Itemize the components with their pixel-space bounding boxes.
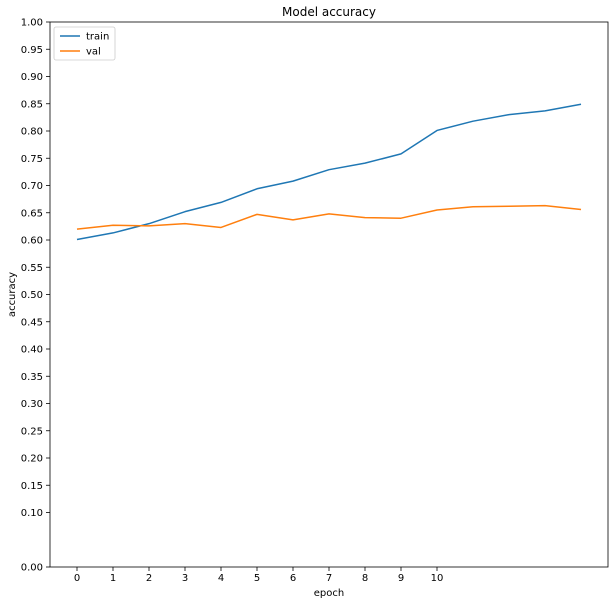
x-tick-label: 1 <box>110 573 116 584</box>
y-tick-label: 0.30 <box>21 399 43 410</box>
y-tick-label: 0.85 <box>21 99 43 110</box>
y-tick-label: 0.20 <box>21 454 43 465</box>
y-axis: 0.00 0.10 0.15 0.20 0.25 0.30 0.35 0.40 0.45 0.50… <box>21 18 50 574</box>
y-tick-label: 0.40 <box>21 345 43 356</box>
chart-title: Model accuracy <box>282 5 376 19</box>
y-tick-label: 0.65 <box>21 208 43 219</box>
x-tick-label: 8 <box>362 573 368 584</box>
y-tick-label: 0.95 <box>21 45 43 56</box>
y-tick-label: 0.50 <box>21 290 43 301</box>
y-tick-label: 0.00 <box>21 563 43 574</box>
y-tick-label: 1.00 <box>21 18 43 29</box>
y-tick-label: 0.75 <box>21 154 43 165</box>
y-tick-label: 0.90 <box>21 72 43 83</box>
x-axis: 0 1 2 3 4 5 6 7 8 9 10 <box>74 567 444 584</box>
series-line-val <box>76 204 582 230</box>
y-tick-label: 0.70 <box>21 181 43 192</box>
x-tick-label: 2 <box>146 573 152 584</box>
y-tick-label: 0.10 <box>21 508 43 519</box>
y-axis-title: accuracy <box>7 272 18 317</box>
x-tick-label: 0 <box>74 573 80 584</box>
y-tick-label: 0.55 <box>21 263 43 274</box>
x-tick-label: 5 <box>254 573 260 584</box>
y-tick-label: 0.15 <box>21 481 43 492</box>
x-tick-label: 4 <box>218 573 224 584</box>
x-tick-label: 6 <box>290 573 296 584</box>
x-tick-label: 10 <box>431 573 444 584</box>
legend-label-val: val <box>86 47 101 58</box>
legend: train val <box>53 26 116 61</box>
x-tick-label: 9 <box>398 573 404 584</box>
y-tick-label: 0.45 <box>21 317 43 328</box>
series-layer <box>76 103 582 241</box>
y-tick-label: 0.25 <box>21 426 43 437</box>
x-tick-label: 7 <box>326 573 332 584</box>
x-axis-title: epoch <box>314 588 344 599</box>
y-tick-label: 0.80 <box>21 127 43 138</box>
x-tick-label: 3 <box>182 573 188 584</box>
y-tick-label: 0.35 <box>21 372 43 383</box>
legend-label-train: train <box>86 32 109 43</box>
y-tick-label: 0.60 <box>21 236 43 247</box>
plot-area <box>49 21 609 568</box>
series-line-train <box>76 103 582 241</box>
